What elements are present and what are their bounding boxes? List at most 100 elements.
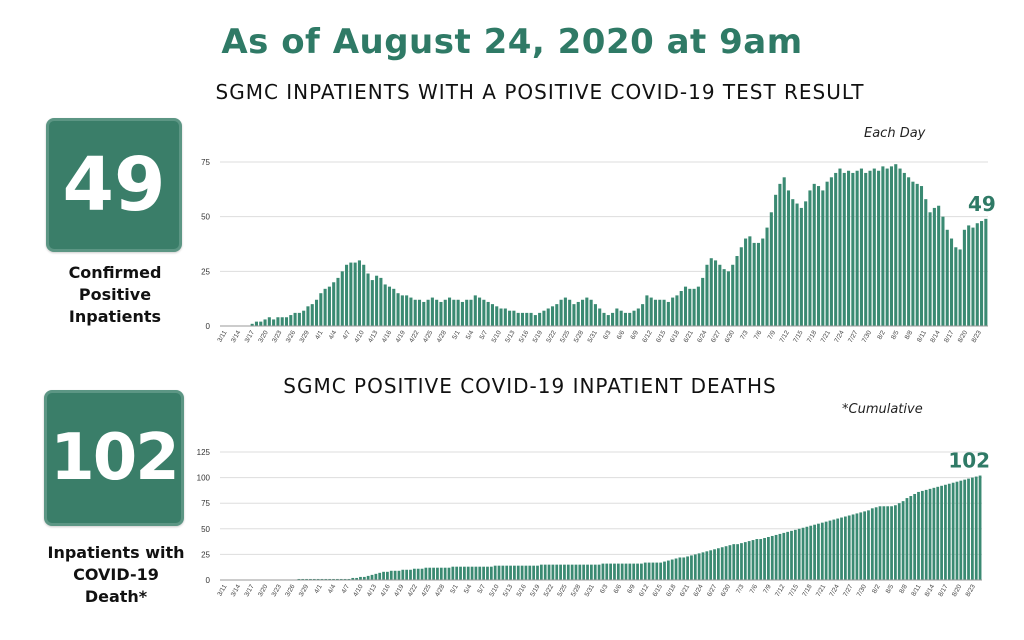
- bar: [602, 312, 606, 326]
- bar: [813, 524, 816, 580]
- bar: [682, 557, 686, 580]
- bar: [655, 562, 659, 580]
- bar: [678, 557, 682, 580]
- bar: [851, 514, 855, 580]
- x-tick-label: 4/28: [436, 329, 449, 344]
- x-tick-label: 8/5: [885, 583, 896, 595]
- x-tick-label: 5/13: [502, 583, 515, 598]
- bar: [736, 544, 740, 580]
- stat-box-confirmed-inpatients: 49: [46, 118, 182, 252]
- bar: [886, 506, 890, 580]
- bar: [905, 498, 909, 580]
- bar: [559, 299, 563, 326]
- bar: [795, 203, 799, 326]
- bar: [902, 172, 906, 326]
- bar: [897, 503, 901, 580]
- x-tick-label: 8/11: [910, 583, 922, 597]
- bar: [353, 262, 357, 326]
- bar: [503, 308, 507, 326]
- x-tick-label: 8/23: [965, 583, 978, 598]
- x-tick-label: 5/4: [463, 583, 474, 595]
- stat-label-line: Death*: [84, 587, 148, 606]
- bar: [632, 310, 636, 326]
- bar: [709, 258, 713, 326]
- x-tick-label: 8/2: [876, 329, 887, 341]
- bar: [259, 321, 263, 326]
- bar: [636, 563, 639, 580]
- bar: [432, 567, 435, 580]
- bar: [778, 183, 782, 326]
- bar: [636, 308, 640, 326]
- x-tick-label: 7/6: [753, 329, 764, 341]
- x-tick-label: 7/18: [806, 329, 819, 344]
- bar: [825, 181, 829, 326]
- bar: [310, 304, 314, 326]
- bar: [867, 510, 870, 580]
- bar: [606, 315, 610, 326]
- bar: [550, 306, 555, 326]
- bar: [505, 565, 509, 580]
- bar: [362, 576, 366, 580]
- bar: [924, 199, 928, 326]
- bar: [574, 564, 578, 580]
- bar: [907, 177, 911, 326]
- x-tick-label: 7/24: [828, 583, 841, 598]
- bar: [675, 295, 679, 326]
- bar: [628, 563, 632, 580]
- bar: [932, 487, 936, 580]
- x-tick-label: 5/31: [584, 583, 597, 598]
- bar: [980, 221, 984, 326]
- bar: [593, 304, 597, 326]
- x-tick-label: 5/28: [573, 329, 586, 344]
- x-tick-label: 8/14: [924, 583, 937, 598]
- bar: [701, 552, 705, 580]
- bar: [589, 564, 593, 580]
- x-tick-label: 4/28: [434, 583, 447, 598]
- bar: [647, 562, 651, 580]
- x-tick-label: 6/30: [720, 583, 733, 598]
- bar: [653, 299, 658, 326]
- x-tick-label: 3/26: [285, 329, 298, 344]
- bar: [920, 490, 924, 580]
- bar: [387, 286, 392, 326]
- bar: [767, 536, 770, 580]
- bar: [570, 564, 574, 580]
- bar: [670, 559, 674, 580]
- x-tick-label: 4/16: [381, 329, 394, 344]
- stat-label-line: Positive: [78, 285, 152, 304]
- bar: [855, 170, 859, 326]
- bar: [967, 225, 971, 326]
- x-tick-label: 4/19: [394, 329, 407, 344]
- bar: [697, 553, 701, 580]
- bar: [774, 194, 778, 326]
- bar: [662, 299, 666, 326]
- bar: [688, 288, 692, 326]
- bar: [628, 312, 632, 326]
- bar: [470, 566, 474, 580]
- x-tick-label: 5/22: [543, 583, 556, 598]
- x-tick-label: 4/22: [408, 329, 421, 344]
- bar: [482, 299, 486, 326]
- x-tick-label: 5/25: [559, 329, 572, 344]
- bar: [720, 547, 724, 580]
- bar: [328, 578, 332, 580]
- x-tick-label: 4/1: [313, 583, 324, 595]
- bar: [533, 315, 537, 326]
- bar: [809, 525, 813, 580]
- bar: [701, 277, 705, 326]
- bar: [520, 312, 525, 326]
- bar: [314, 299, 319, 326]
- bar: [439, 301, 443, 326]
- stat-label-confirmed-inpatients: Confirmed Positive Inpatients: [30, 262, 200, 328]
- bar: [881, 166, 885, 326]
- x-tick-label: 8/2: [871, 583, 882, 595]
- bar: [663, 561, 666, 580]
- bar: [716, 548, 720, 580]
- deaths-bar-chart: 0 25 50 75 100 125 3/11 3/14 3/17 3/20 3/23 3/26 3/2…: [197, 448, 990, 598]
- bar: [486, 301, 490, 326]
- y-tick-label: 75: [201, 499, 210, 508]
- bar: [613, 563, 616, 580]
- x-tick-label: 6/21: [682, 329, 695, 344]
- x-tick-label: 6/9: [629, 329, 640, 341]
- bar: [747, 541, 751, 580]
